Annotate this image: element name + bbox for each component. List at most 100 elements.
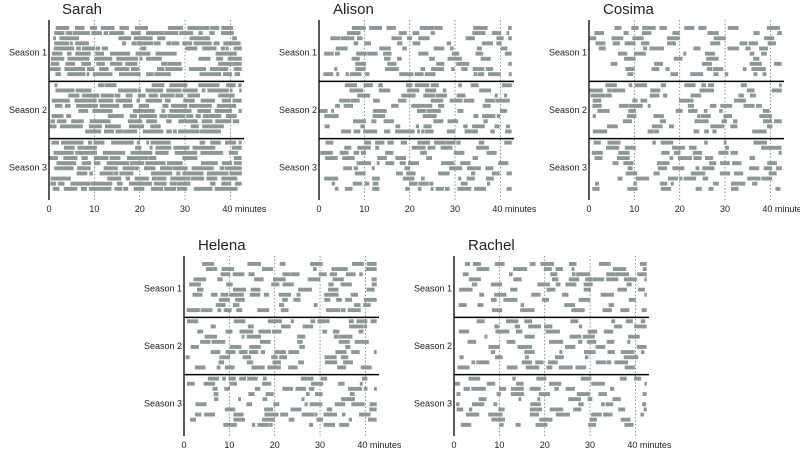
scene-bar: [247, 324, 254, 329]
scene-bar: [129, 114, 137, 118]
scene-bar: [189, 36, 210, 41]
scene-bar: [105, 83, 117, 88]
scene-bar: [89, 171, 93, 176]
scene-bar: [182, 88, 198, 93]
scene-bar: [190, 417, 196, 422]
scene-bar: [167, 114, 186, 118]
scene-bar: [571, 308, 585, 313]
scene-bar: [698, 26, 707, 30]
scene-bar: [683, 176, 697, 181]
scene-bar: [672, 145, 685, 150]
scene-bar: [659, 181, 668, 186]
scene-bar: [64, 67, 86, 71]
scene-bar: [166, 119, 172, 124]
scene-bar: [229, 292, 244, 297]
scene-bar: [207, 376, 219, 381]
scene-bar: [248, 392, 255, 396]
scene-bar: [667, 36, 680, 41]
scene-bar: [198, 83, 220, 88]
season-label: Season 2: [9, 105, 47, 115]
scene-bar: [359, 412, 371, 417]
scene-bar: [598, 46, 606, 51]
scene-bar: [55, 72, 61, 77]
scene-bar: [89, 26, 98, 30]
x-tick-label: 0: [451, 440, 456, 450]
season-label: Season 3: [9, 162, 47, 172]
scene-bar: [419, 26, 434, 30]
panel-title: Rachel: [468, 237, 515, 254]
scene-bar: [421, 176, 425, 181]
scene-bar: [471, 171, 476, 176]
scene-bar: [594, 156, 603, 160]
scene-bar: [496, 36, 504, 41]
scene-bar: [359, 272, 363, 277]
scene-bar: [188, 103, 212, 108]
scene-bar: [224, 386, 230, 391]
scene-bar: [555, 282, 561, 287]
scene-bar: [227, 56, 242, 61]
scene-bar: [309, 422, 314, 427]
scene-bar: [300, 376, 314, 381]
scene-bar: [228, 150, 238, 155]
scene-bar: [198, 56, 211, 61]
scene-bar: [431, 67, 445, 71]
scene-bar: [221, 161, 232, 166]
scene-bar: [296, 292, 301, 297]
x-tick-label: 20: [405, 204, 415, 214]
scene-bar: [51, 114, 64, 118]
scene-bar: [232, 119, 240, 124]
scene-bar: [411, 145, 426, 150]
scene-bar: [59, 124, 83, 129]
scene-bar: [226, 282, 233, 287]
scene-bar: [695, 186, 702, 191]
scene-bar: [614, 26, 622, 30]
scene-bar: [156, 176, 167, 181]
season-label: Season 1: [549, 48, 587, 58]
scene-bar: [251, 365, 265, 370]
scene-bar: [420, 67, 426, 71]
scene-bar: [513, 267, 528, 271]
scene-bar: [657, 166, 667, 171]
scene-bar: [710, 124, 725, 129]
x-tick-label: 30: [315, 440, 325, 450]
scene-bar: [470, 83, 479, 88]
scene-bar: [451, 67, 455, 71]
scene-bar: [182, 156, 198, 160]
scene-bar: [301, 397, 305, 402]
scene-bar: [149, 145, 153, 150]
scene-bar: [358, 329, 364, 334]
scene-bar: [129, 161, 145, 166]
scene-bar: [656, 161, 670, 166]
scene-bar: [759, 114, 772, 118]
scene-bar: [331, 109, 335, 113]
scene-bar: [366, 262, 377, 266]
scene-bar: [430, 98, 444, 103]
scene-bar: [65, 31, 72, 35]
scene-bar: [204, 334, 217, 339]
panel-title: Helena: [198, 237, 246, 254]
scene-bar: [617, 287, 627, 292]
scene-bar: [197, 287, 204, 292]
scene-bar: [598, 392, 607, 396]
scene-bar: [617, 176, 623, 181]
scene-bar: [623, 355, 639, 360]
scene-bar: [85, 129, 102, 134]
scene-bar: [693, 156, 702, 160]
scene-bar: [518, 397, 522, 402]
scene-bar: [504, 140, 512, 145]
scene-bar: [221, 26, 234, 30]
scene-bar: [210, 140, 221, 145]
scene-bar: [524, 319, 532, 324]
scene-bar: [684, 26, 695, 30]
scene-bar: [479, 88, 491, 93]
scene-bar: [348, 319, 354, 324]
scene-bar: [472, 67, 485, 71]
scene-bar: [502, 83, 512, 88]
scene-bar: [88, 186, 112, 191]
scene-bar: [537, 282, 550, 287]
scene-bar: [351, 350, 360, 354]
scene-bar: [635, 176, 650, 181]
scene-bar: [578, 339, 583, 344]
scene-bar: [364, 181, 370, 186]
scene-bar: [369, 407, 377, 412]
